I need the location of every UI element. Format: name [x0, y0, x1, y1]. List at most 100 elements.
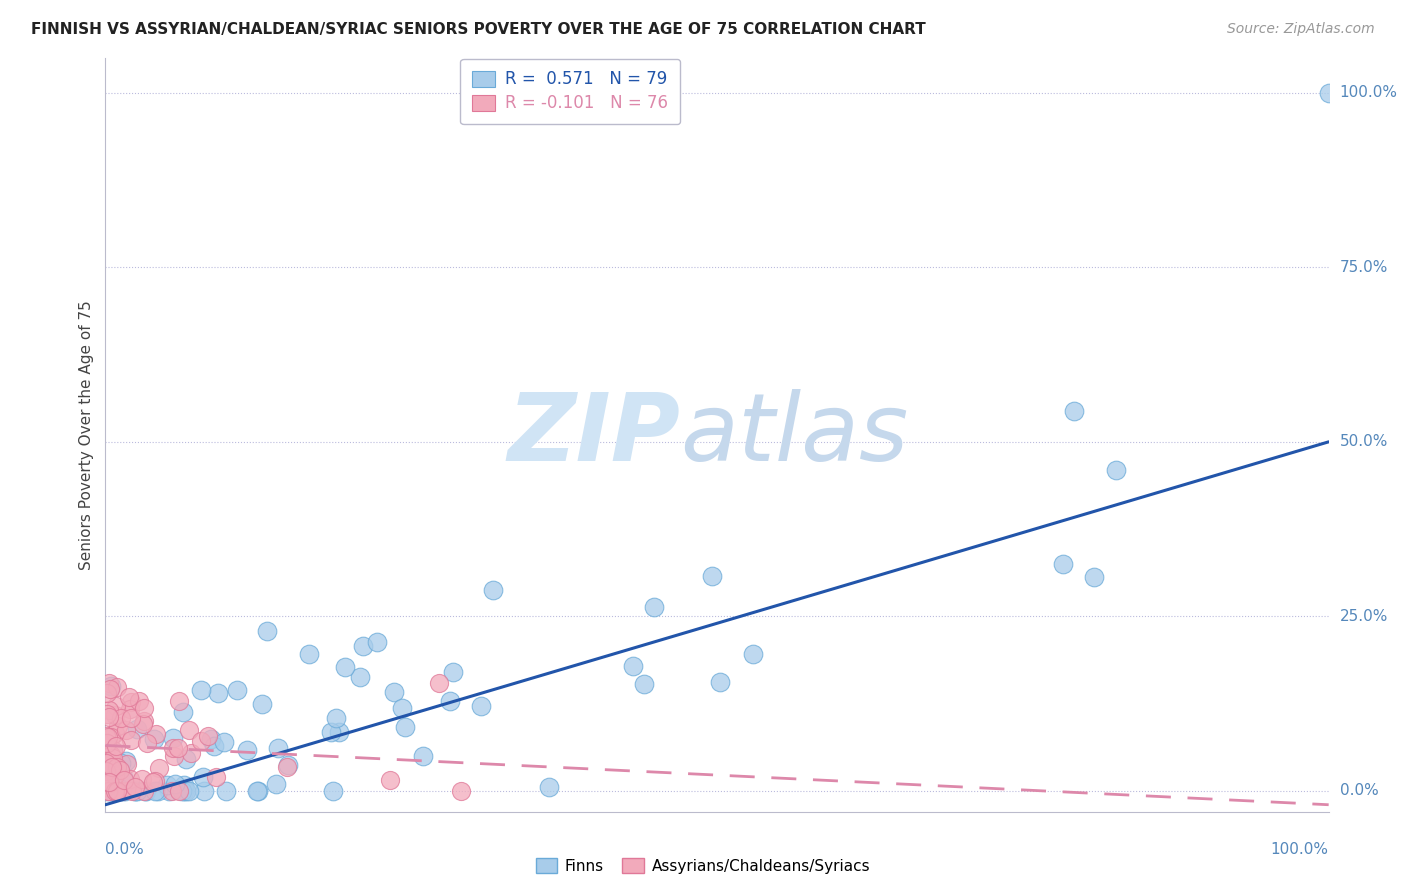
- Point: [470, 698, 492, 713]
- Point: [108, 784, 131, 798]
- Text: 50.0%: 50.0%: [1340, 434, 1388, 450]
- Point: [111, 784, 134, 798]
- Point: [481, 582, 503, 597]
- Point: [94, 748, 117, 763]
- Point: [349, 670, 371, 684]
- Point: [103, 784, 125, 798]
- Point: [134, 784, 156, 798]
- Point: [173, 778, 195, 792]
- Point: [105, 784, 128, 798]
- Point: [319, 725, 342, 739]
- Point: [131, 772, 153, 786]
- Point: [96, 756, 118, 770]
- Point: [104, 784, 127, 798]
- Point: [120, 711, 142, 725]
- Point: [107, 719, 129, 733]
- Point: [135, 736, 157, 750]
- Point: [97, 784, 120, 798]
- Point: [110, 711, 132, 725]
- Text: atlas: atlas: [681, 389, 908, 481]
- Point: [172, 705, 194, 719]
- Point: [120, 732, 142, 747]
- Point: [110, 756, 132, 770]
- Point: [643, 599, 665, 614]
- Point: [538, 780, 561, 795]
- Point: [104, 725, 127, 739]
- Point: [1317, 86, 1340, 100]
- Point: [1105, 462, 1128, 476]
- Point: [132, 716, 155, 731]
- Point: [94, 764, 117, 778]
- Point: [177, 784, 200, 798]
- Text: FINNISH VS ASSYRIAN/CHALDEAN/SYRIAC SENIORS POVERTY OVER THE AGE OF 75 CORRELATI: FINNISH VS ASSYRIAN/CHALDEAN/SYRIAC SENI…: [31, 22, 925, 37]
- Legend: R =  0.571   N = 79, R = -0.101   N = 76: R = 0.571 N = 79, R = -0.101 N = 76: [460, 59, 681, 124]
- Point: [162, 741, 184, 756]
- Point: [120, 772, 142, 786]
- Point: [143, 784, 166, 798]
- Point: [100, 764, 122, 778]
- Point: [146, 784, 169, 798]
- Point: [100, 748, 122, 763]
- Point: [104, 707, 127, 722]
- Point: [352, 639, 374, 653]
- Point: [277, 758, 299, 772]
- Point: [107, 780, 129, 794]
- Point: [412, 749, 434, 764]
- Legend: Finns, Assyrians/Chaldeans/Syriacs: Finns, Assyrians/Chaldeans/Syriacs: [530, 852, 876, 880]
- Point: [382, 685, 405, 699]
- Point: [205, 770, 228, 784]
- Point: [111, 770, 134, 784]
- Point: [742, 647, 765, 661]
- Point: [100, 730, 122, 744]
- Point: [110, 763, 132, 777]
- Point: [179, 723, 201, 737]
- Point: [207, 686, 229, 700]
- Point: [124, 780, 146, 794]
- Text: 0.0%: 0.0%: [105, 842, 145, 857]
- Text: 75.0%: 75.0%: [1340, 260, 1388, 275]
- Point: [439, 694, 461, 708]
- Point: [105, 680, 128, 694]
- Point: [96, 784, 118, 798]
- Point: [256, 624, 278, 638]
- Point: [391, 701, 413, 715]
- Point: [120, 782, 142, 797]
- Point: [114, 723, 136, 737]
- Point: [145, 727, 167, 741]
- Point: [176, 784, 198, 798]
- Text: ZIP: ZIP: [508, 389, 681, 481]
- Point: [215, 784, 238, 798]
- Point: [98, 784, 121, 798]
- Point: [157, 784, 180, 798]
- Point: [124, 784, 146, 798]
- Point: [322, 784, 344, 798]
- Point: [105, 784, 128, 798]
- Point: [114, 784, 136, 798]
- Point: [134, 784, 156, 798]
- Point: [167, 741, 190, 756]
- Point: [702, 569, 724, 583]
- Point: [163, 777, 186, 791]
- Point: [143, 773, 166, 788]
- Point: [103, 751, 125, 765]
- Point: [1083, 570, 1105, 584]
- Point: [167, 694, 190, 708]
- Point: [94, 756, 117, 770]
- Point: [276, 760, 298, 774]
- Point: [128, 694, 150, 708]
- Point: [97, 784, 120, 798]
- Point: [328, 725, 350, 739]
- Point: [115, 754, 138, 768]
- Point: [115, 757, 138, 772]
- Point: [173, 784, 195, 798]
- Point: [105, 699, 128, 714]
- Point: [124, 784, 146, 798]
- Y-axis label: Seniors Poverty Over the Age of 75: Seniors Poverty Over the Age of 75: [79, 300, 94, 570]
- Point: [142, 774, 165, 789]
- Text: 0.0%: 0.0%: [1340, 783, 1378, 798]
- Point: [97, 730, 120, 744]
- Point: [200, 731, 222, 746]
- Point: [427, 676, 450, 690]
- Point: [98, 682, 121, 697]
- Point: [190, 683, 212, 698]
